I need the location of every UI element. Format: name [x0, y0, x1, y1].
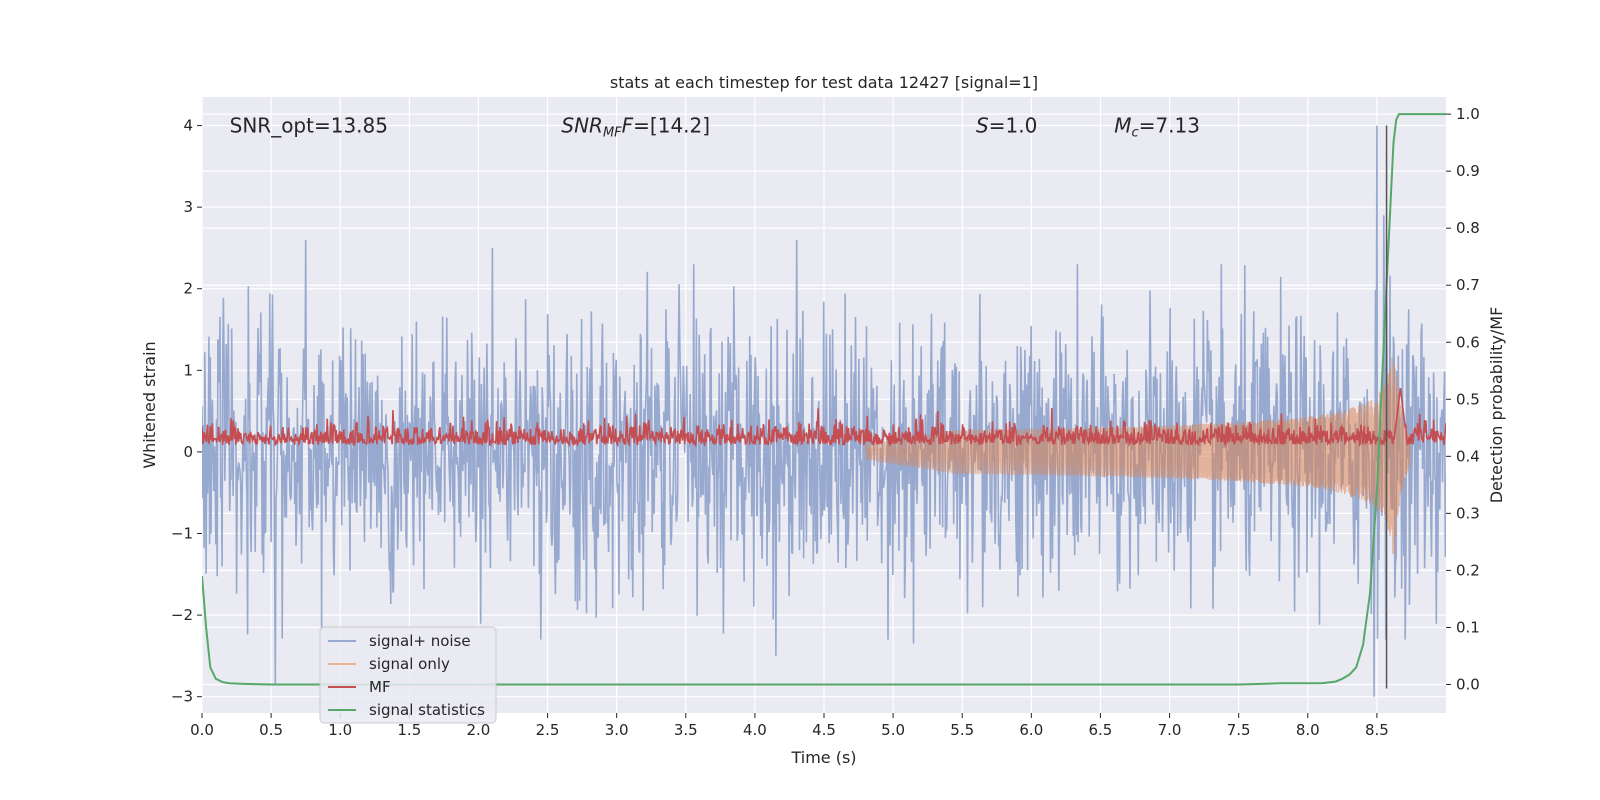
x-tick-label: 2.5: [536, 721, 560, 739]
chart-title: stats at each timestep for test data 124…: [610, 73, 1038, 92]
series-mf: [202, 387, 1446, 448]
annotation-mc-value: Mc=7.13: [1114, 114, 1200, 141]
y2-tick-label: 0.7: [1456, 276, 1480, 294]
y2-tick-label: 0.5: [1456, 390, 1480, 408]
x-tick-label: 6.0: [1019, 721, 1043, 739]
y-axis-label: Whitened strain: [140, 341, 159, 468]
x-tick-label: 4.0: [743, 721, 767, 739]
annotation-part: =1.0: [989, 114, 1038, 138]
legend-label: signal only: [369, 655, 450, 673]
annotation-part: =[14.2]: [633, 114, 710, 138]
annotation-part: c: [1132, 126, 1139, 141]
x-axis-label: Time (s): [790, 748, 856, 767]
x-tick-label: 4.5: [812, 721, 836, 739]
annotation-part: S: [976, 114, 989, 138]
series-group: [202, 113, 1446, 697]
annotation-part: MF: [603, 126, 622, 141]
x-tick-label: 1.5: [397, 721, 421, 739]
annotations: SNR_opt=13.85 SNRMFF=[14.2] S=1.0 Mc=7.13: [230, 114, 1200, 141]
y-tick-label: −2: [171, 606, 193, 624]
x-tick-label: 7.5: [1227, 721, 1251, 739]
legend-label: signal statistics: [369, 701, 485, 719]
series-layer: [202, 113, 1446, 697]
y2-tick-label: 0.2: [1456, 561, 1480, 579]
y2-tick-label: 0.6: [1456, 333, 1480, 351]
x-tick-label: 7.0: [1158, 721, 1182, 739]
y-tick-label: −1: [171, 525, 193, 543]
y-tick-label: 1: [183, 361, 193, 379]
y-tick-label: 0: [183, 443, 193, 461]
series-signal-statistics: [202, 113, 1446, 686]
y-tick-label: −3: [171, 688, 193, 706]
x-axis-ticks: 0.0 0.5 1.0 1.5 2.0 2.5 3.0 3.5 4.0 4.5 5.0 5.5 6.0 6…: [190, 713, 1389, 739]
legend-box: [319, 626, 497, 724]
x-tick-label: 0.0: [190, 721, 214, 739]
x-tick-label: 8.5: [1365, 721, 1389, 739]
annotation-s-value: S=1.0: [976, 114, 1037, 138]
y2-axis-ticks: 0.0 0.1 0.2 0.3 0.4 0.5 0.6 0.7 0.8 0.9 1.0: [1446, 105, 1480, 693]
y2-axis-label: Detection probability/MF: [1487, 307, 1506, 504]
x-tick-label: 5.5: [950, 721, 974, 739]
x-tick-label: 3.0: [605, 721, 629, 739]
legend[interactable]: signal+ noise signal only MF signal statist…: [319, 626, 497, 724]
x-tick-label: 0.5: [259, 721, 283, 739]
x-tick-label: 3.5: [674, 721, 698, 739]
y2-tick-label: 0.4: [1456, 447, 1480, 465]
annotation-snr-opt: SNR_opt=13.85: [230, 114, 388, 138]
legend-label: MF: [369, 678, 391, 696]
y2-tick-label: 1.0: [1456, 105, 1480, 123]
annotation-part: SNR: [561, 114, 603, 138]
y2-tick-label: 0.1: [1456, 618, 1480, 636]
y-tick-label: 3: [183, 198, 193, 216]
legend-label: signal+ noise: [369, 632, 471, 650]
x-tick-label: 5.0: [881, 721, 905, 739]
y-tick-label: 4: [183, 117, 193, 135]
x-tick-label: 1.0: [328, 721, 352, 739]
x-tick-label: 8.0: [1296, 721, 1320, 739]
annotation-part: M: [1114, 114, 1131, 138]
x-tick-label: 6.5: [1089, 721, 1113, 739]
y-tick-label: 2: [183, 280, 193, 298]
y2-tick-label: 0.8: [1456, 219, 1480, 237]
y-axis-ticks: −3 −2 −1 0 1 2 3 4: [171, 117, 202, 706]
y2-tick-label: 0.3: [1456, 504, 1480, 522]
y2-tick-label: 0.0: [1456, 675, 1480, 693]
annotation-part: =7.13: [1139, 114, 1200, 138]
y2-tick-label: 0.9: [1456, 162, 1480, 180]
annotation-snr-mf: SNRMFF=[14.2]: [561, 114, 710, 141]
x-tick-label: 2.0: [467, 721, 491, 739]
annotation-part: SNR_opt=13.85: [230, 114, 388, 138]
annotation-part: F: [622, 114, 634, 138]
